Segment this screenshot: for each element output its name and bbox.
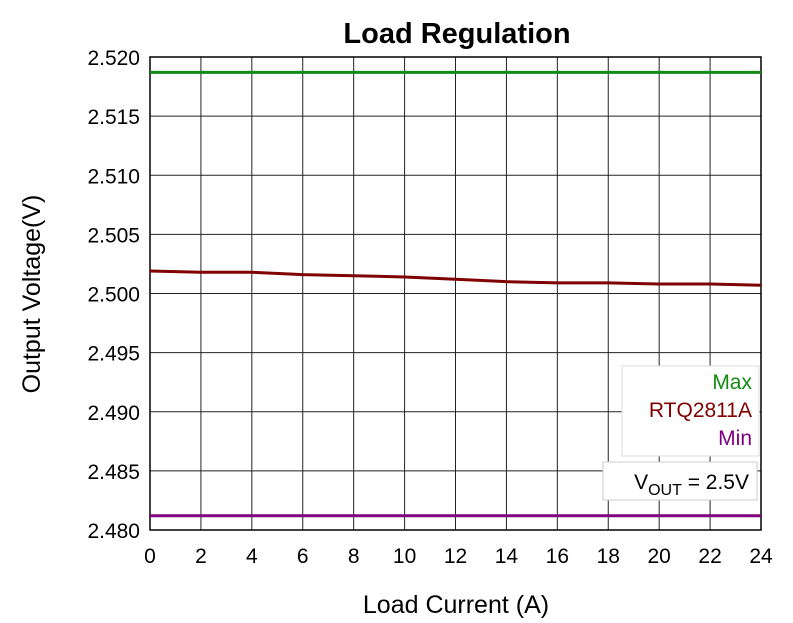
annotation-main: V	[634, 471, 648, 494]
legend-entry: Max	[712, 371, 752, 394]
x-axis-label: Load Current (A)	[363, 591, 549, 619]
x-tick-label: 8	[348, 545, 360, 568]
y-tick-label: 2.515	[87, 106, 140, 129]
chart-title: Load Regulation	[343, 18, 570, 50]
y-tick-label: 2.490	[87, 402, 140, 425]
x-tick-label: 6	[297, 545, 309, 568]
x-tick-label: 12	[444, 545, 467, 568]
x-tick-label: 16	[546, 545, 569, 568]
x-tick-label: 24	[749, 545, 773, 568]
annotation-sub: OUT	[648, 482, 682, 499]
x-tick-label: 10	[393, 545, 416, 568]
x-tick-label: 22	[698, 545, 721, 568]
x-tick-label: 18	[597, 545, 620, 568]
y-tick-label: 2.505	[87, 224, 140, 247]
annotation-box	[602, 461, 758, 501]
y-axis-label: Output Voltage(V)	[18, 195, 46, 394]
y-tick-label: 2.520	[87, 47, 140, 70]
x-tick-label: 14	[495, 545, 519, 568]
x-tick-label: 0	[144, 545, 156, 568]
legend-box	[621, 365, 760, 457]
legend-entry: Min	[718, 427, 752, 450]
y-tick-label: 2.485	[87, 461, 140, 484]
annotation: VOUT = 2.5V	[634, 471, 749, 499]
series-line	[149, 269, 762, 287]
x-tick-label: 4	[246, 545, 258, 568]
annotation-rest: = 2.5V	[682, 471, 749, 494]
x-tick-label: 20	[647, 545, 670, 568]
y-tick-label: 2.500	[87, 284, 140, 307]
y-tick-label: 2.495	[87, 343, 140, 366]
y-tick-label: 2.510	[87, 165, 140, 188]
y-tick-label: 2.480	[87, 520, 140, 543]
plot-border	[149, 56, 762, 531]
legend-entry: RTQ2811A	[649, 399, 752, 422]
x-tick-label: 2	[195, 545, 207, 568]
